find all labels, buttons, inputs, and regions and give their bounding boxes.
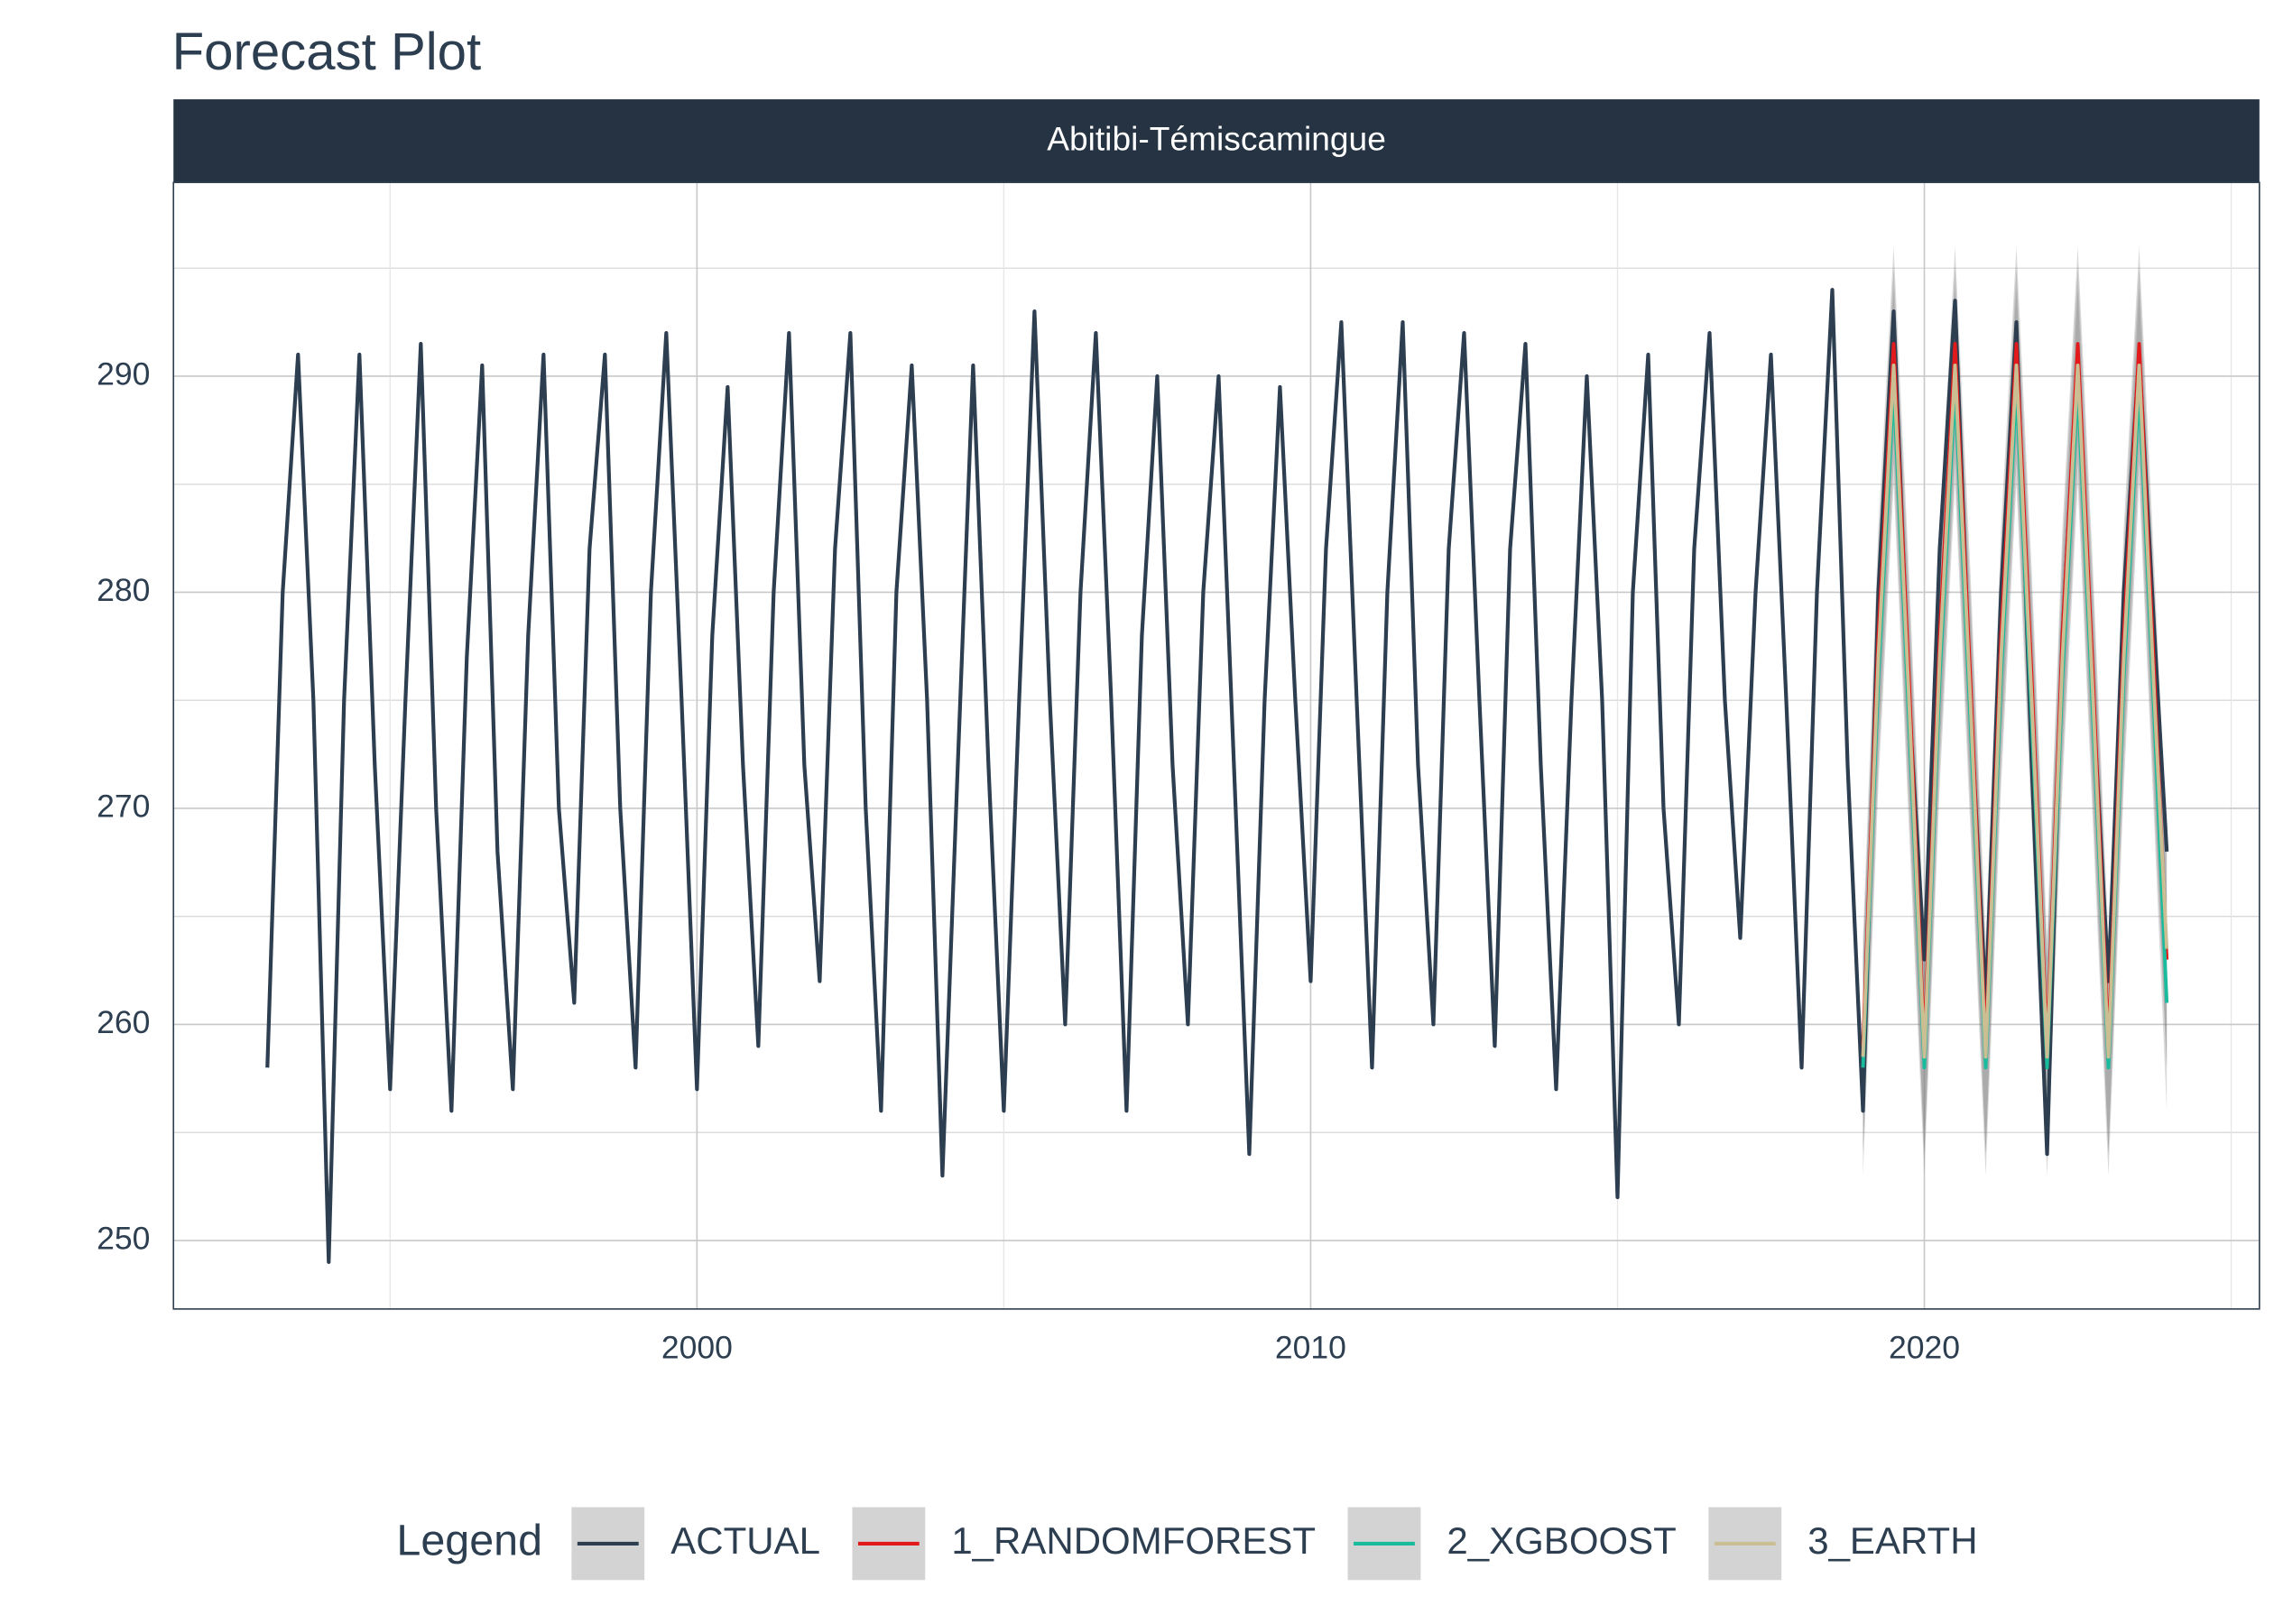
facet-strip [173,99,2260,183]
legend-title: Legend [396,1517,542,1565]
y-tick-label: 270 [97,788,150,824]
legend-label: 2_XGBOOST [1447,1519,1676,1562]
y-tick-label: 290 [97,355,150,392]
y-tick-label: 260 [97,1004,150,1040]
series-line [265,288,2169,1264]
series-line [1861,364,2169,1059]
facet-label: Abitibi-Témiscamingue [1047,120,1386,158]
legend-label: ACTUAL [670,1519,820,1562]
y-tick-label: 250 [97,1220,150,1256]
x-tick-label: 2000 [661,1329,733,1365]
legend-label: 3_EARTH [1807,1519,1977,1562]
panel-border [172,181,2260,1310]
y-tick-label: 280 [97,572,150,608]
x-tick-label: 2020 [1889,1329,1960,1365]
legend-label: 1_RANDOMFOREST [951,1519,1316,1562]
x-tick-label: 2010 [1275,1329,1346,1365]
chart-title: Forecast Plot [172,23,482,81]
plot-area [173,182,2260,1309]
